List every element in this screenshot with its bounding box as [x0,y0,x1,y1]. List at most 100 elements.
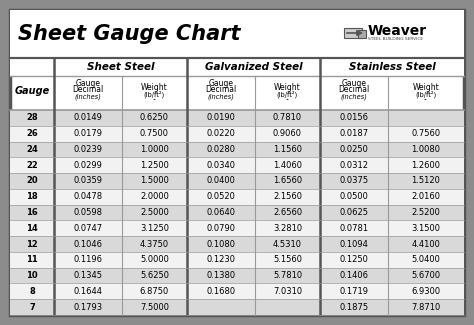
Text: ¹²: ¹² [424,98,428,102]
Text: 1.2600: 1.2600 [411,161,440,170]
Text: 28: 28 [26,113,38,123]
Text: 14: 14 [26,224,38,233]
Text: 2.5200: 2.5200 [411,208,440,217]
Text: 3.1500: 3.1500 [411,224,440,233]
Text: 4.3750: 4.3750 [140,240,169,249]
Text: 0.0400: 0.0400 [207,176,236,186]
Text: 0.1875: 0.1875 [339,303,369,312]
Text: 5.0400: 5.0400 [411,255,440,264]
Text: 0.0299: 0.0299 [73,161,102,170]
Text: 20: 20 [26,176,38,186]
Text: Gauge: Gauge [14,86,50,96]
Text: ¹²: ¹² [153,98,156,102]
Text: 0.0781: 0.0781 [339,224,369,233]
Text: 1.0000: 1.0000 [140,145,169,154]
Text: ¹²: ¹² [285,98,290,102]
Text: 0.7810: 0.7810 [273,113,302,123]
Text: 0.0239: 0.0239 [73,145,102,154]
Text: 26: 26 [26,129,38,138]
Text: 12: 12 [26,240,38,249]
Text: 3.1250: 3.1250 [140,224,169,233]
FancyBboxPatch shape [10,58,464,76]
Text: 6.8750: 6.8750 [140,287,169,296]
FancyBboxPatch shape [10,236,464,252]
Text: 0.7500: 0.7500 [140,129,169,138]
FancyBboxPatch shape [10,268,464,283]
Text: Decimal: Decimal [338,85,370,95]
Text: 2.6560: 2.6560 [273,208,302,217]
Text: 2.0000: 2.0000 [140,192,169,201]
Text: Gauge: Gauge [209,80,234,88]
FancyBboxPatch shape [10,142,464,157]
Text: 24: 24 [26,145,38,154]
Text: Weight: Weight [413,83,439,92]
Text: 1.6560: 1.6560 [273,176,302,186]
Text: 0.0250: 0.0250 [339,145,368,154]
Text: (inches): (inches) [340,94,367,100]
Text: 3.2810: 3.2810 [273,224,302,233]
Text: 5.6250: 5.6250 [140,271,169,280]
Text: 1.0080: 1.0080 [411,145,440,154]
FancyBboxPatch shape [358,30,366,38]
Text: 5.0000: 5.0000 [140,255,169,264]
Text: (lb/ft²): (lb/ft²) [277,90,298,98]
Text: 0.0500: 0.0500 [339,192,368,201]
FancyBboxPatch shape [10,205,464,220]
Text: 0.1345: 0.1345 [73,271,102,280]
Text: (lb/ft²): (lb/ft²) [144,90,165,98]
FancyBboxPatch shape [10,110,464,126]
Text: 0.0179: 0.0179 [73,129,102,138]
Text: (inches): (inches) [74,94,101,100]
Text: 2.1560: 2.1560 [273,192,302,201]
FancyBboxPatch shape [10,173,464,189]
Text: 6.9300: 6.9300 [411,287,440,296]
Text: 7: 7 [29,303,35,312]
FancyBboxPatch shape [10,220,464,236]
Text: 0.1196: 0.1196 [73,255,102,264]
Text: 0.7560: 0.7560 [411,129,440,138]
Text: 0.0340: 0.0340 [207,161,236,170]
Text: 0.1644: 0.1644 [73,287,102,296]
FancyBboxPatch shape [10,10,464,58]
Text: 0.0790: 0.0790 [207,224,236,233]
Text: 2.0160: 2.0160 [411,192,440,201]
Text: Gauge: Gauge [75,80,100,88]
Text: (inches): (inches) [208,94,235,100]
Text: Weight: Weight [274,83,301,92]
Text: 0.6250: 0.6250 [140,113,169,123]
Text: STEEL BUILDING SERVICE: STEEL BUILDING SERVICE [368,37,423,41]
FancyBboxPatch shape [10,126,464,142]
Text: Gauge: Gauge [341,80,366,88]
Text: Galvanized Steel: Galvanized Steel [205,62,302,72]
Text: 1.4060: 1.4060 [273,161,302,170]
Text: 1.5120: 1.5120 [411,176,440,186]
Text: 1.2500: 1.2500 [140,161,169,170]
FancyBboxPatch shape [344,28,362,38]
Text: 22: 22 [26,161,38,170]
Text: 0.0312: 0.0312 [339,161,368,170]
FancyBboxPatch shape [10,283,464,299]
Text: 0.0280: 0.0280 [207,145,236,154]
Text: 1.1560: 1.1560 [273,145,302,154]
Text: 5.6700: 5.6700 [411,271,440,280]
Text: 0.0220: 0.0220 [207,129,236,138]
Text: 11: 11 [26,255,38,264]
Text: Decimal: Decimal [205,85,237,95]
Text: 0.0625: 0.0625 [339,208,368,217]
Text: 0.0640: 0.0640 [207,208,236,217]
Text: 18: 18 [26,192,38,201]
Text: Weaver: Weaver [368,24,427,38]
Text: 0.1230: 0.1230 [207,255,236,264]
Text: 0.0478: 0.0478 [73,192,102,201]
Text: 0.0190: 0.0190 [207,113,236,123]
Text: 0.1406: 0.1406 [339,271,368,280]
FancyBboxPatch shape [10,189,464,205]
Text: 0.0149: 0.0149 [73,113,102,123]
Text: 0.1094: 0.1094 [339,240,368,249]
Text: 0.0598: 0.0598 [73,208,102,217]
FancyBboxPatch shape [10,252,464,268]
Text: Weight: Weight [141,83,168,92]
Text: 7.8710: 7.8710 [411,303,441,312]
Text: Sheet Steel: Sheet Steel [87,62,154,72]
Text: 0.0359: 0.0359 [73,176,102,186]
